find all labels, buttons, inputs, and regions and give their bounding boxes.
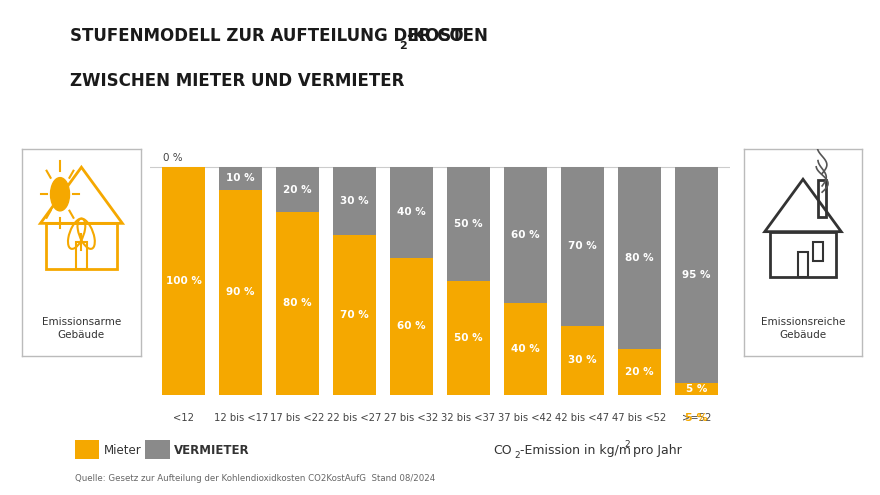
Text: 2: 2 (515, 451, 520, 460)
Text: 60 %: 60 % (511, 230, 539, 240)
Text: 30 %: 30 % (341, 196, 369, 206)
Text: 40 %: 40 % (511, 344, 539, 354)
Bar (812, 242, 823, 261)
Text: 20 %: 20 % (625, 367, 654, 377)
Bar (276, 212, 319, 395)
Text: 30 %: 30 % (568, 355, 597, 365)
Bar (46, 223, 117, 269)
Bar (818, 180, 826, 217)
Text: CO: CO (493, 444, 511, 457)
Bar (334, 167, 376, 235)
Text: -KOSTEN: -KOSTEN (407, 27, 488, 45)
Text: 0 %: 0 % (163, 153, 182, 163)
Text: 90 %: 90 % (226, 287, 255, 297)
Text: 5 %: 5 % (685, 413, 708, 423)
Bar (219, 167, 262, 190)
Text: -Emission in kg/m: -Emission in kg/m (520, 444, 631, 457)
Text: pro Jahr: pro Jahr (629, 444, 682, 457)
Text: Emissionsarme
Gebäude: Emissionsarme Gebäude (41, 317, 121, 340)
Text: STUFENMODELL ZUR AUFTEILUNG DER CO: STUFENMODELL ZUR AUFTEILUNG DER CO (70, 27, 464, 45)
Bar (675, 383, 717, 395)
Text: Quelle: Gesetz zur Aufteilung der Kohlendioxidkosten CO2KostAufG  Stand 08/2024: Quelle: Gesetz zur Aufteilung der Kohlen… (75, 474, 435, 483)
Text: 60 %: 60 % (397, 321, 426, 331)
Bar (334, 235, 376, 395)
Bar (447, 281, 490, 395)
Bar (675, 167, 717, 383)
Bar (561, 167, 604, 326)
Bar (390, 167, 433, 258)
Text: 95 %: 95 % (682, 270, 710, 280)
Text: 80 %: 80 % (625, 253, 654, 263)
Bar (504, 167, 546, 303)
Text: 50 %: 50 % (454, 219, 483, 229)
Bar (390, 258, 433, 395)
Text: VERMIETER: VERMIETER (174, 444, 250, 457)
Text: 50 %: 50 % (454, 333, 483, 343)
Text: Mieter: Mieter (104, 444, 142, 457)
Bar (276, 167, 319, 212)
Bar (76, 242, 87, 269)
Text: 2: 2 (399, 41, 407, 51)
Bar (219, 190, 262, 395)
Text: 5 %: 5 % (686, 384, 707, 394)
Text: 10 %: 10 % (226, 173, 255, 183)
Text: Emissionsreiche
Gebäude: Emissionsreiche Gebäude (761, 317, 845, 340)
Bar (504, 303, 546, 395)
Text: 70 %: 70 % (568, 242, 597, 251)
Text: 2: 2 (625, 440, 630, 448)
Circle shape (50, 178, 70, 211)
Text: 100 %: 100 % (165, 276, 202, 286)
Bar (163, 167, 205, 395)
Bar (618, 167, 661, 349)
Text: 70 %: 70 % (341, 310, 369, 320)
Text: 40 %: 40 % (397, 207, 426, 217)
Bar (618, 349, 661, 395)
Bar (798, 252, 808, 277)
Bar (561, 326, 604, 395)
Bar (447, 167, 490, 281)
Text: 80 %: 80 % (283, 298, 312, 308)
Text: ZWISCHEN MIETER UND VERMIETER: ZWISCHEN MIETER UND VERMIETER (70, 72, 405, 90)
Text: 20 %: 20 % (283, 185, 312, 195)
Bar (770, 232, 836, 277)
